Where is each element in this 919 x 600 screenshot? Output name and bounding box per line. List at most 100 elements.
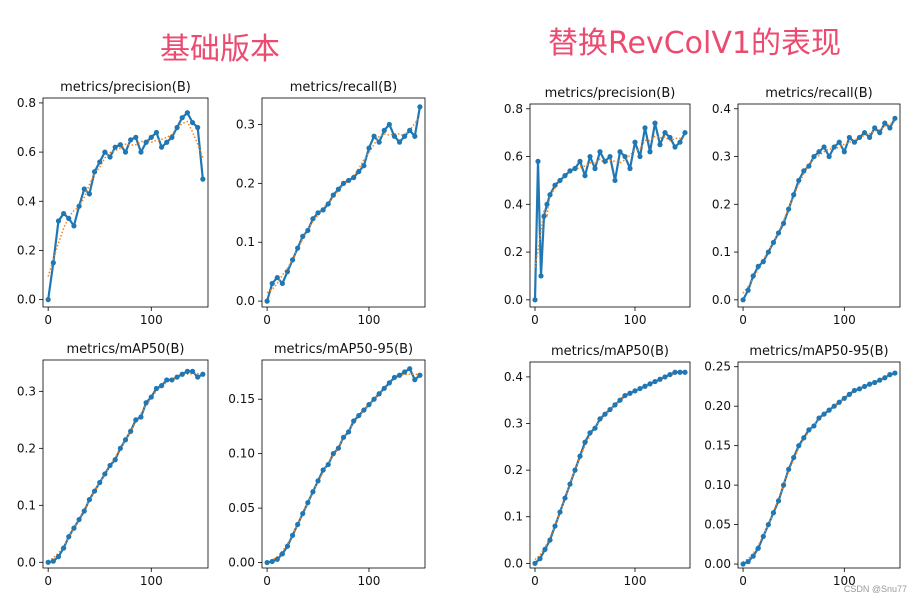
- data-point: [542, 546, 548, 552]
- data-point: [376, 139, 382, 145]
- data-point: [547, 537, 553, 543]
- data-point: [682, 369, 688, 375]
- data-point: [274, 556, 280, 562]
- data-point: [856, 134, 863, 141]
- data-point: [657, 376, 663, 382]
- data-point: [335, 186, 342, 192]
- data-point: [295, 521, 301, 528]
- data-point: [760, 533, 766, 540]
- data-point: [289, 257, 296, 263]
- data-point: [391, 133, 398, 139]
- data-point: [602, 411, 608, 417]
- data-point: [361, 163, 367, 169]
- data-point: [642, 125, 648, 131]
- data-point: [340, 434, 347, 440]
- data-point: [627, 390, 633, 396]
- data-point: [169, 377, 175, 383]
- data-point: [386, 380, 392, 386]
- data-point: [677, 369, 683, 375]
- data-point: [622, 392, 628, 399]
- data-point: [765, 249, 771, 255]
- data-point: [841, 149, 847, 155]
- data-point: [547, 192, 553, 198]
- y-tick-label: 0.0: [712, 293, 731, 307]
- y-tick-label: 0.4: [712, 102, 731, 116]
- series-line: [47, 111, 204, 300]
- data-point: [672, 369, 678, 375]
- data-point: [775, 498, 782, 504]
- data-point: [71, 223, 77, 229]
- data-point: [55, 554, 62, 560]
- data-point: [179, 371, 185, 377]
- data-point: [582, 173, 588, 179]
- x-tick-label: 100: [833, 574, 856, 588]
- x-tick-label: 100: [624, 574, 647, 588]
- y-tick-label: 0.05: [704, 518, 731, 532]
- data-point: [770, 239, 777, 246]
- data-point: [174, 124, 180, 131]
- data-point: [572, 165, 578, 172]
- axes-frame: [529, 103, 691, 308]
- data-point: [811, 153, 817, 160]
- data-point: [831, 403, 837, 409]
- data-point: [532, 297, 538, 303]
- data-point: [760, 259, 766, 265]
- data-point: [153, 385, 160, 392]
- data-point: [562, 495, 568, 501]
- data-point: [148, 394, 154, 400]
- data-point: [264, 298, 270, 304]
- data-point: [821, 144, 827, 150]
- data-point: [366, 145, 372, 151]
- data-point: [677, 139, 683, 145]
- data-point: [846, 391, 852, 397]
- data-point: [351, 418, 357, 424]
- data-point: [851, 387, 858, 394]
- data-point: [552, 523, 558, 529]
- data-point: [831, 144, 837, 150]
- data-point: [356, 168, 362, 175]
- chart-title: metrics/precision(B): [60, 80, 191, 95]
- data-point: [417, 372, 423, 378]
- data-point: [189, 119, 196, 126]
- y-tick-label: 0.0: [17, 555, 36, 569]
- x-tick-label: 100: [358, 574, 381, 588]
- data-point: [877, 130, 883, 136]
- data-point: [402, 369, 408, 375]
- chart-rev-map50: metrics/mAP50(B) 0.0 0.1 0.2 0.3 0.4 0 100: [504, 344, 691, 588]
- data-point: [791, 192, 797, 198]
- y-tick-label: 0.4: [504, 370, 523, 384]
- data-point: [572, 467, 578, 473]
- data-point: [345, 429, 352, 435]
- y-tick-label: 0.20: [704, 399, 731, 413]
- data-point: [330, 192, 336, 198]
- data-point: [796, 443, 802, 449]
- data-point: [892, 115, 898, 121]
- x-tick-label: 100: [358, 313, 381, 327]
- data-point: [305, 227, 311, 234]
- chart-title: metrics/recall(B): [765, 86, 872, 101]
- data-point: [750, 273, 756, 279]
- data-point: [71, 525, 77, 531]
- data-point: [396, 372, 403, 378]
- data-point: [381, 127, 387, 133]
- data-point: [867, 134, 873, 141]
- data-point: [55, 218, 62, 224]
- data-point: [200, 176, 206, 182]
- data-point: [637, 385, 643, 392]
- data-point: [597, 416, 603, 422]
- data-point: [637, 153, 643, 160]
- data-point: [143, 400, 149, 406]
- data-point: [102, 471, 108, 477]
- data-point: [786, 206, 792, 212]
- data-point: [391, 374, 398, 381]
- axes-frame: [42, 359, 209, 569]
- y-tick-label: 0.0: [504, 556, 523, 570]
- data-point: [148, 134, 154, 140]
- data-point: [607, 406, 613, 413]
- data-point: [602, 158, 608, 164]
- data-point: [315, 478, 321, 484]
- data-point: [562, 173, 568, 179]
- y-tick-label: 0.10: [228, 447, 255, 461]
- data-point: [269, 558, 275, 565]
- data-point: [289, 532, 296, 538]
